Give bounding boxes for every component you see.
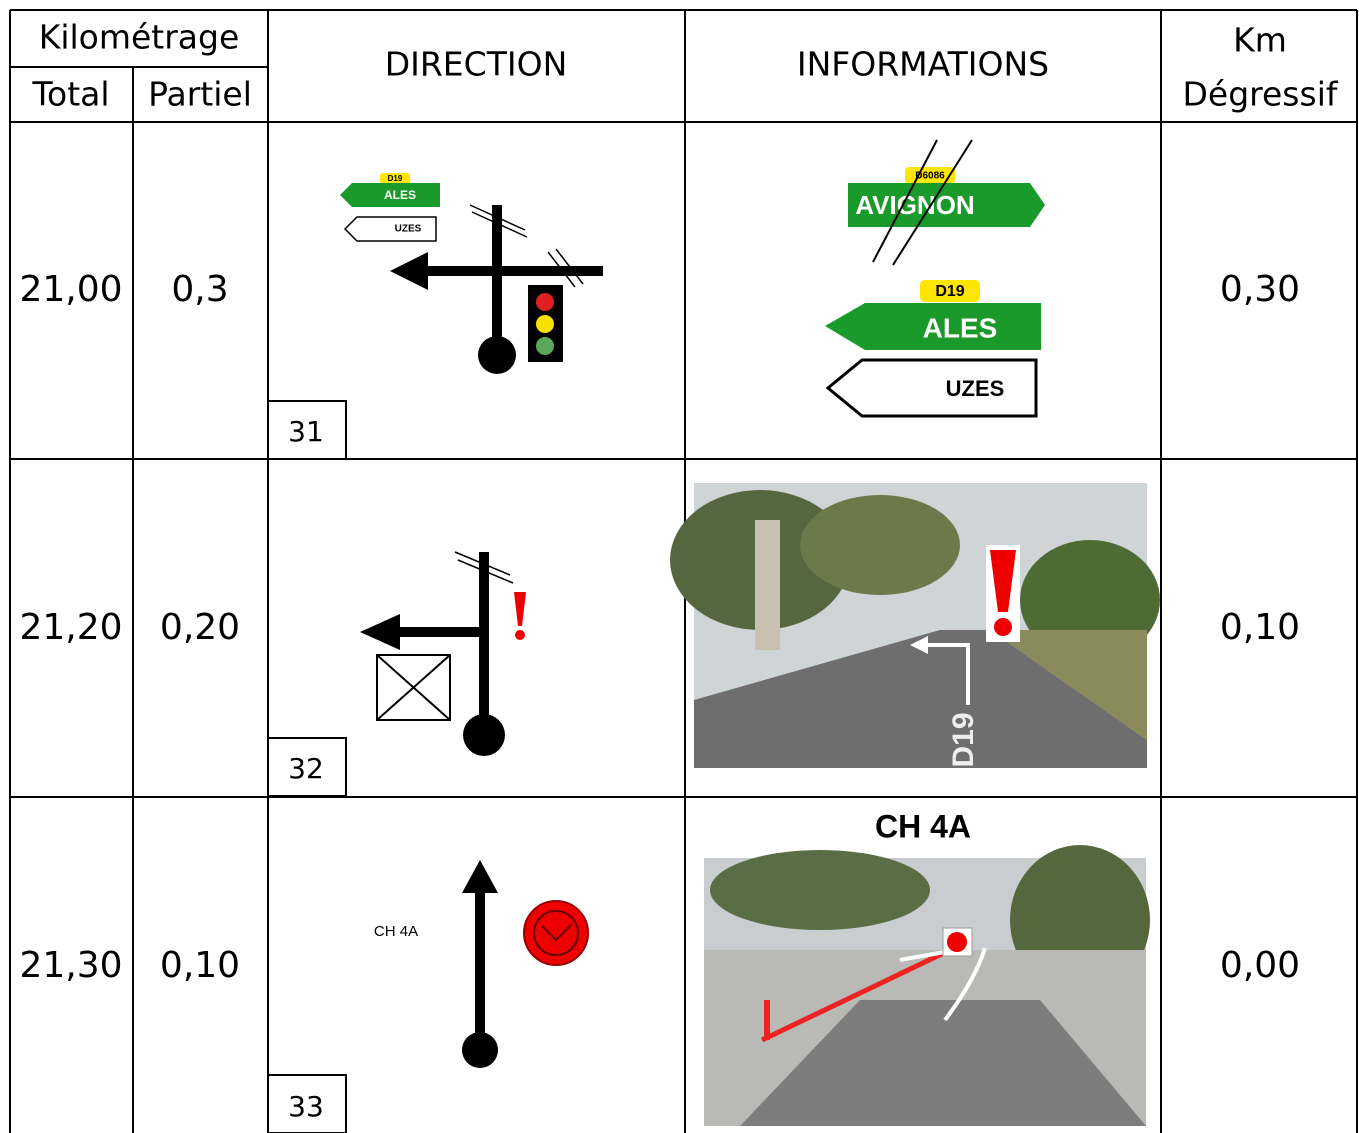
box-number: 32 — [288, 752, 324, 785]
header-km: Km — [1233, 21, 1287, 60]
sign-text: AVIGNON — [855, 190, 974, 220]
box — [267, 1074, 347, 1133]
arrow-head — [360, 614, 400, 650]
road-label — [905, 167, 955, 184]
info-title: CH 4A — [875, 808, 971, 844]
start-dot — [478, 336, 516, 374]
warning-dot — [515, 630, 525, 640]
green-sign — [340, 183, 440, 207]
hash — [547, 251, 576, 288]
start-dot — [463, 714, 505, 756]
arrow-head — [462, 860, 498, 893]
cross — [376, 654, 451, 721]
direction-diagram — [360, 551, 526, 756]
road-label — [380, 173, 410, 184]
trees — [710, 850, 930, 930]
box-number: 33 — [288, 1090, 324, 1123]
arrow-head — [390, 252, 428, 290]
trees — [800, 495, 960, 595]
header-direction: DIRECTION — [385, 45, 568, 84]
partiel: 0,20 — [160, 607, 240, 648]
direction-diagram: CH 4A — [374, 860, 589, 1068]
hash — [555, 248, 584, 285]
verge — [990, 630, 1147, 740]
barrier-post — [764, 1000, 770, 1040]
road-label-text: D19 — [935, 283, 964, 300]
total: 21,20 — [19, 607, 122, 648]
warning-dot — [994, 618, 1012, 636]
header-informations: INFORMATIONS — [797, 45, 1049, 84]
total: 21,00 — [19, 269, 122, 310]
partiel: 0,10 — [160, 945, 240, 986]
cross-out — [892, 139, 973, 266]
light-red — [536, 293, 554, 311]
hash — [471, 211, 528, 238]
road-surface — [694, 630, 1147, 768]
hash — [469, 204, 526, 231]
header-total: Total — [31, 75, 109, 114]
km-degressif: 0,10 — [1220, 607, 1300, 648]
box — [267, 400, 347, 460]
km-degressif: 0,30 — [1220, 269, 1300, 310]
street-photo: D19 — [670, 483, 1160, 768]
parking-photo — [704, 845, 1150, 1126]
header-partiel: Partiel — [148, 75, 252, 114]
white-sign — [825, 358, 1038, 418]
road-label-text: D6086 — [915, 171, 945, 182]
monument — [755, 520, 780, 650]
sign-text: UZES — [395, 224, 422, 235]
light-green — [536, 337, 554, 355]
white-path — [943, 947, 987, 1022]
turn-arrow-head — [910, 636, 928, 654]
turn-arrow — [925, 643, 970, 705]
direction-diagram: D19 ALES UZES — [340, 173, 603, 374]
place-label: CH 4A — [374, 923, 418, 940]
time-control — [947, 932, 967, 952]
white-sign — [343, 216, 437, 242]
start-dot — [462, 1032, 498, 1068]
box-number: 31 — [288, 415, 324, 448]
clock-hands — [541, 923, 573, 942]
road-marking: D19 — [947, 712, 980, 767]
total: 21,30 — [19, 945, 122, 986]
road-surface — [740, 1000, 1146, 1126]
table-grid — [9, 9, 1358, 1133]
clock-face — [533, 910, 579, 956]
hash — [454, 551, 511, 576]
white-path — [899, 950, 946, 962]
cross-out — [872, 139, 938, 263]
header-kilometrage: Kilométrage — [39, 18, 240, 57]
box — [267, 737, 347, 797]
partiel: 0,3 — [171, 269, 228, 310]
green-sign — [825, 303, 1041, 350]
sign-text: ALES — [923, 312, 998, 343]
sign-text: UZES — [946, 376, 1005, 401]
light-yellow — [536, 315, 554, 333]
km-degressif: 0,00 — [1220, 945, 1300, 986]
road-label — [920, 280, 980, 302]
warning — [990, 550, 1016, 612]
sign-text: ALES — [384, 188, 416, 202]
road-label-text: D19 — [388, 174, 403, 183]
red-path — [760, 947, 952, 1043]
header-degressif: Dégressif — [1183, 75, 1339, 114]
hash — [457, 559, 514, 584]
warning — [514, 592, 526, 626]
info-signs: D6086 AVIGNON D19 ALES UZES — [825, 139, 1045, 418]
